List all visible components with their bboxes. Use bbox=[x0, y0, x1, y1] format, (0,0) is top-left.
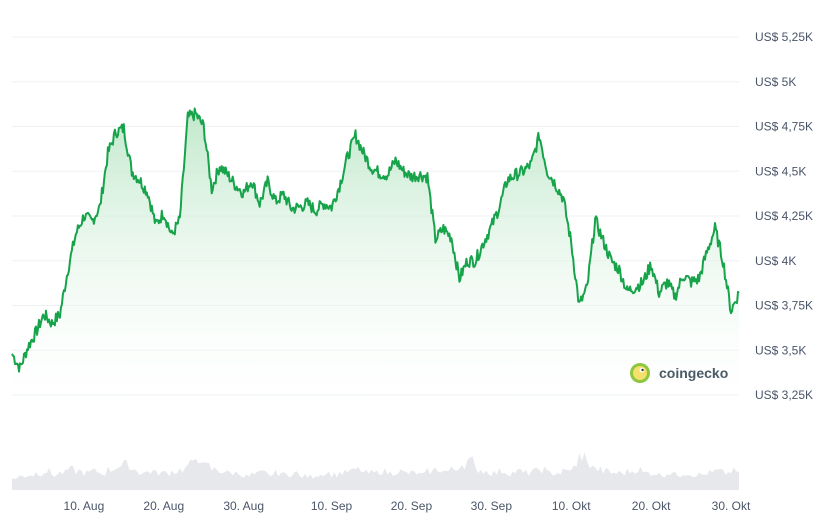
x-axis-tick-labels: 10. Aug 20. Aug 30. Aug 10. Sep 20. Sep 30. S… bbox=[64, 499, 751, 513]
price-area-fill bbox=[12, 108, 739, 412]
y-tick-label: US$ 4,5K bbox=[755, 164, 806, 178]
y-tick-label: US$ 5K bbox=[755, 75, 796, 89]
x-tick-label: 10. Okt bbox=[552, 499, 591, 513]
x-tick-label: 20. Sep bbox=[391, 499, 433, 513]
price-line bbox=[11, 107, 740, 373]
x-tick-label: 30. Okt bbox=[712, 499, 751, 513]
coingecko-watermark: coingecko bbox=[630, 363, 728, 383]
y-tick-label: US$ 3,25K bbox=[755, 388, 813, 402]
x-tick-label: 20. Okt bbox=[632, 499, 671, 513]
volume-bars bbox=[12, 452, 739, 490]
y-tick-label: US$ 5,25K bbox=[755, 30, 813, 44]
x-tick-label: 30. Aug bbox=[223, 499, 264, 513]
x-tick-label: 20. Aug bbox=[143, 499, 184, 513]
x-tick-label: 10. Aug bbox=[64, 499, 105, 513]
y-tick-label: US$ 3,75K bbox=[755, 299, 813, 313]
y-tick-label: US$ 4,75K bbox=[755, 120, 813, 134]
y-axis-tick-labels: US$ 3,25K US$ 3,5K US$ 3,75K US$ 4K US$ 4,25… bbox=[755, 30, 813, 402]
y-tick-label: US$ 3,5K bbox=[755, 343, 806, 357]
volume-area bbox=[12, 452, 739, 490]
y-tick-label: US$ 4K bbox=[755, 254, 796, 268]
y-tick-label: US$ 4,25K bbox=[755, 209, 813, 223]
x-tick-label: 10. Sep bbox=[311, 499, 353, 513]
x-tick-label: 30. Sep bbox=[471, 499, 513, 513]
watermark-text: coingecko bbox=[659, 365, 728, 381]
